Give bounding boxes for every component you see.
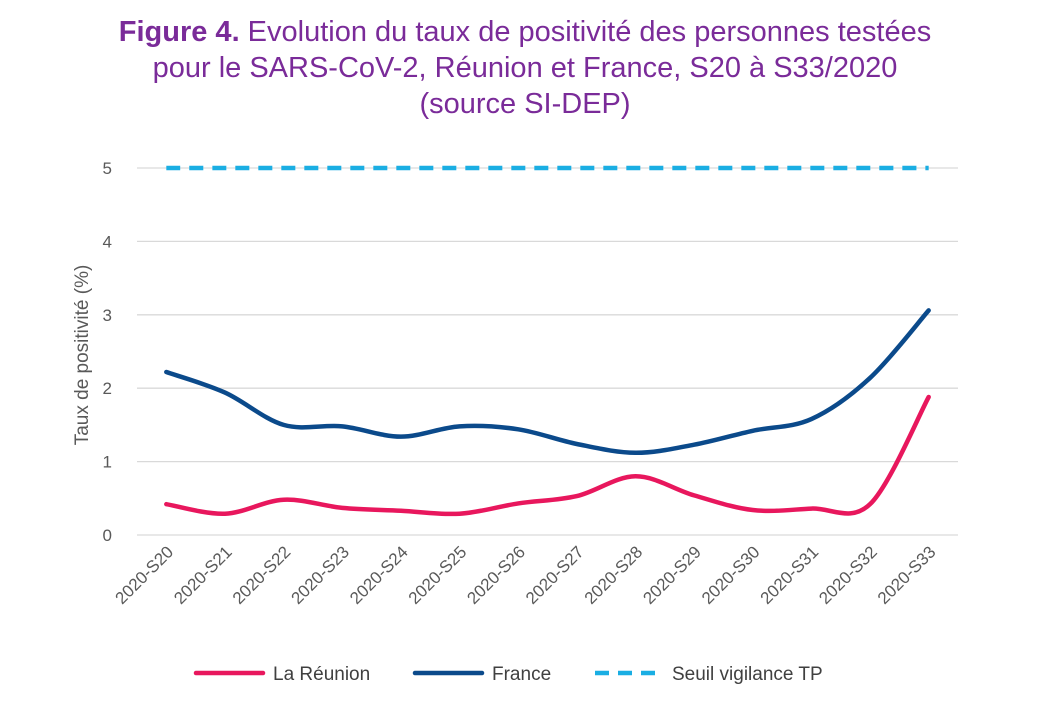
legend-label: France: [492, 664, 551, 685]
x-tick-label: 2020-S33: [874, 542, 940, 608]
title-main: Evolution du taux de positivité des pers…: [239, 16, 932, 48]
title-line-1: Figure 4. Evolution du taux de positivit…: [0, 14, 1050, 50]
x-tick-label: 2020-S23: [288, 542, 354, 608]
y-axis-label: Taux de positivité (%): [72, 265, 93, 446]
chart-title: Figure 4. Evolution du taux de positivit…: [0, 14, 1050, 122]
legend-label: Seuil vigilance TP: [672, 664, 823, 685]
x-tick-label: 2020-S30: [698, 542, 764, 608]
title-line-2: pour le SARS-CoV-2, Réunion et France, S…: [152, 52, 898, 84]
x-axis-ticks: 2020-S202020-S212020-S222020-S232020-S24…: [112, 542, 940, 608]
x-tick-label: 2020-S26: [463, 542, 529, 608]
x-tick-label: 2020-S25: [405, 542, 471, 608]
y-tick-label: 1: [103, 453, 112, 472]
y-tick-label: 5: [103, 159, 112, 178]
title-line-3: (source SI-DEP): [419, 88, 631, 120]
x-tick-label: 2020-S32: [815, 542, 881, 608]
gridlines: [137, 167, 958, 536]
figure-number: Figure 4.: [118, 16, 240, 48]
y-tick-label: 2: [103, 379, 112, 398]
y-axis-ticks: 0 1 2 3 4 5: [103, 159, 112, 545]
legend: La Réunion France Seuil vigilance TP: [193, 664, 823, 685]
x-tick-label: 2020-S24: [346, 542, 412, 608]
x-tick-label: 2020-S28: [581, 542, 647, 608]
x-tick-label: 2020-S22: [229, 542, 295, 608]
series-lines: [164, 165, 931, 517]
y-tick-label: 0: [103, 526, 112, 545]
series-line-0: [164, 394, 931, 517]
x-tick-label: 2020-S20: [112, 542, 178, 608]
x-tick-label: 2020-S27: [522, 542, 588, 608]
y-tick-label: 4: [103, 232, 112, 251]
x-tick-label: 2020-S31: [757, 542, 823, 608]
x-tick-label: 2020-S29: [639, 542, 705, 608]
x-tick-label: 2020-S21: [170, 542, 236, 608]
y-tick-label: 3: [103, 306, 112, 325]
series-line-1: [164, 308, 931, 456]
legend-label: La Réunion: [273, 664, 370, 685]
